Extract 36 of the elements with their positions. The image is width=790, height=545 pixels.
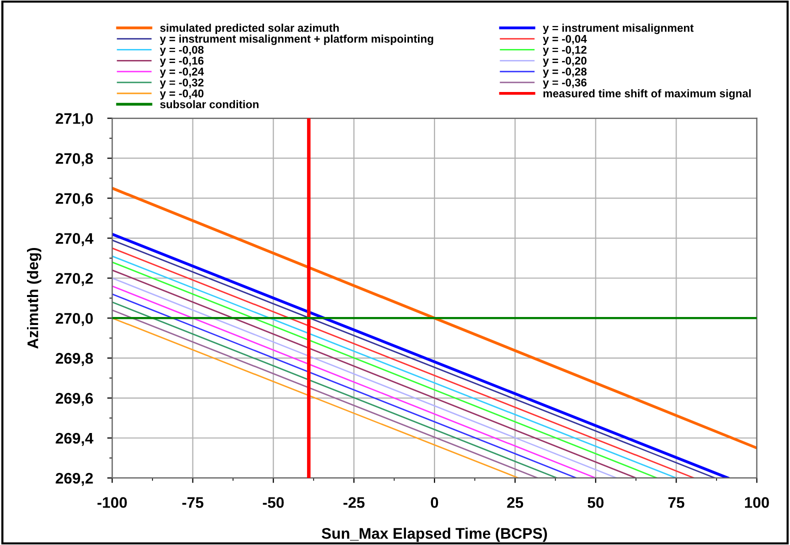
x-tick-label: 25 bbox=[507, 497, 524, 508]
y-tick-label: 270,4 bbox=[56, 233, 94, 246]
x-tick-label: 100 bbox=[745, 497, 769, 508]
x-tick-label: -100 bbox=[97, 497, 127, 508]
y-tick-label: 269,2 bbox=[56, 472, 93, 486]
x-tick-label: -75 bbox=[182, 497, 204, 508]
legend-label: y = -0,36 bbox=[542, 78, 587, 89]
legend-label: y = -0,40 bbox=[160, 90, 204, 100]
x-axis-title: Sun_Max Elapsed Time (BCPS) bbox=[322, 528, 547, 542]
x-tick-label: -25 bbox=[343, 497, 365, 508]
legend-label: y = -0,28 bbox=[542, 68, 587, 78]
y-tick-label: 270,6 bbox=[56, 193, 93, 206]
y-tick-label: 271,0 bbox=[56, 113, 93, 126]
y-axis-title: Azimuth (deg) bbox=[27, 248, 42, 349]
legend-label: y = instrument misalignment bbox=[542, 24, 694, 34]
y-tick-label: 270,8 bbox=[56, 153, 93, 166]
legend-label: y = -0,16 bbox=[160, 56, 204, 67]
y-tick-label: 269,6 bbox=[56, 392, 93, 406]
legend-label: y = -0,20 bbox=[542, 56, 586, 67]
y-tick-label: 270,0 bbox=[56, 312, 93, 326]
x-tick-label: -50 bbox=[262, 497, 284, 508]
x-tick-label: 75 bbox=[668, 497, 684, 508]
legend-label: y = instrument misalignment + platform mispointing bbox=[160, 34, 434, 46]
x-tick-label: 50 bbox=[588, 497, 604, 508]
x-tick-label: 0 bbox=[430, 497, 438, 508]
legend-label: y = -0,12 bbox=[542, 46, 586, 56]
y-tick-label: 269,4 bbox=[56, 432, 94, 446]
legend-label: simulated predicted solar azimuth bbox=[160, 24, 339, 34]
legend-label: subsolar condition bbox=[160, 100, 258, 108]
legend-label: y = -0,04 bbox=[542, 34, 587, 46]
legend-label: y = -0,24 bbox=[160, 68, 204, 78]
legend-label: measured time shift of maximum signal bbox=[543, 89, 751, 100]
legend-label: y = -0,32 bbox=[160, 78, 204, 89]
legend-label: y = -0,08 bbox=[160, 46, 204, 56]
y-tick-label: 270,2 bbox=[56, 273, 93, 286]
y-tick-label: 269,8 bbox=[56, 352, 93, 366]
